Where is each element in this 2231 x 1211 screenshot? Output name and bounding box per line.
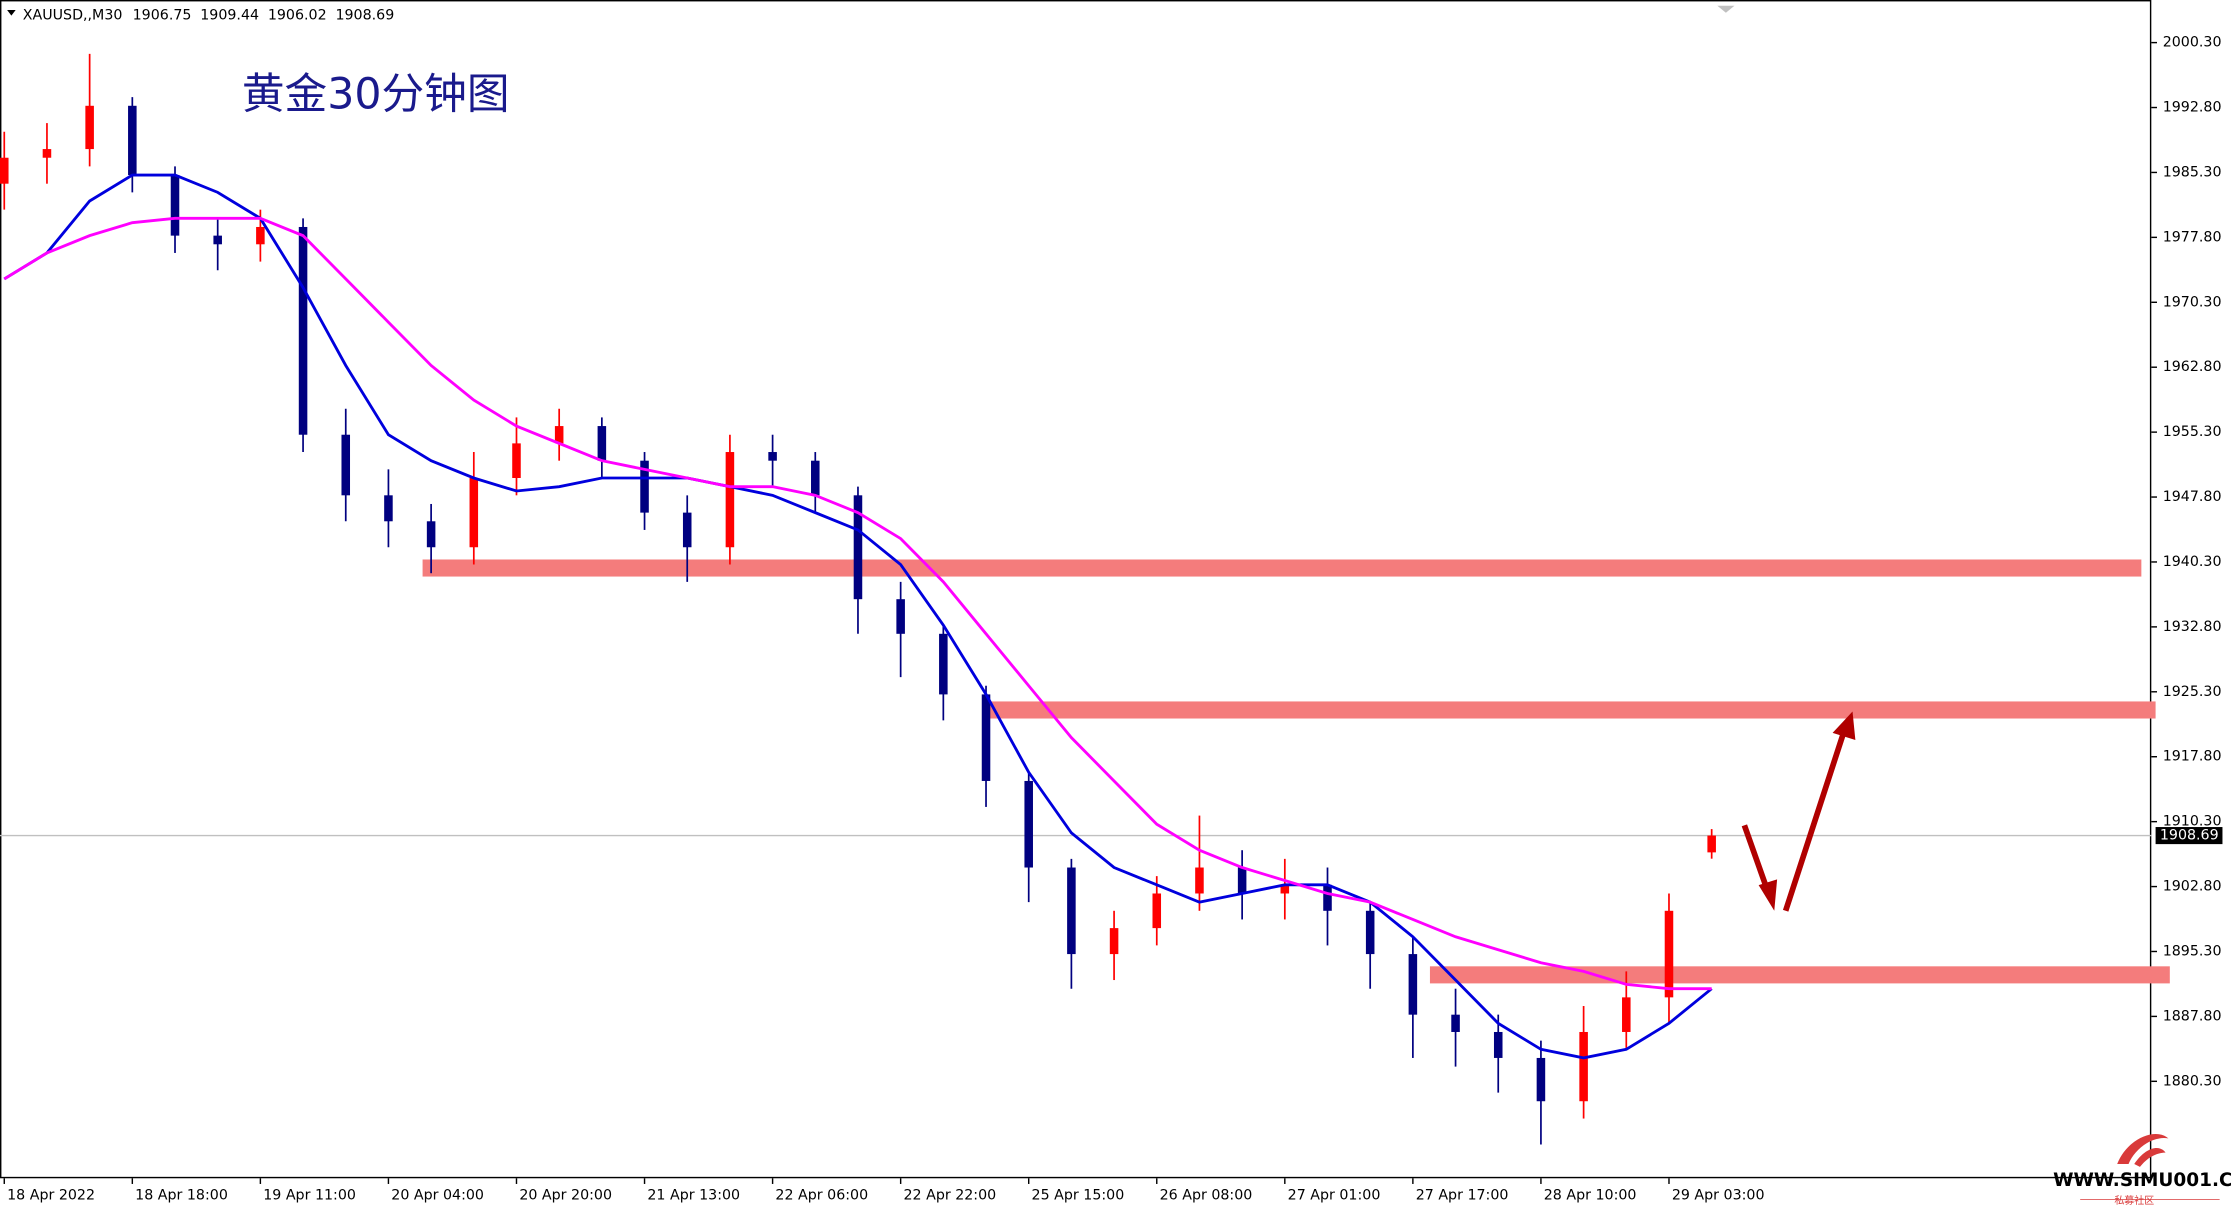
zone xyxy=(986,701,2156,719)
candle-body xyxy=(426,521,436,548)
arrow-down xyxy=(1741,824,1772,895)
y-tick-label: 1902.80 xyxy=(2163,879,2222,895)
x-tick-label: 26 Apr 08:00 xyxy=(1160,1187,1253,1203)
y-tick-label: 1955.30 xyxy=(2163,424,2222,440)
candle-body xyxy=(1451,1014,1460,1032)
y-tick-label: 1940.30 xyxy=(2163,554,2222,570)
candle-body xyxy=(682,512,692,548)
y-tick-label: 1992.80 xyxy=(2163,100,2222,116)
x-tick-label: 18 Apr 18:00 xyxy=(135,1187,228,1203)
candle-body xyxy=(1067,867,1076,955)
shift-marker xyxy=(1717,5,1735,13)
candle-body xyxy=(811,460,820,496)
x-tick-label: 20 Apr 04:00 xyxy=(391,1187,484,1203)
x-tick-label: 27 Apr 01:00 xyxy=(1288,1187,1381,1203)
plot-layer xyxy=(0,53,2170,1145)
y-tick-label: 1887.80 xyxy=(2163,1008,2222,1024)
candle-body xyxy=(1024,780,1033,868)
candle-body xyxy=(1493,1031,1503,1058)
zone xyxy=(1429,966,2170,984)
header-open: 1906.75 xyxy=(133,8,192,24)
x-tick-label: 20 Apr 20:00 xyxy=(519,1187,612,1203)
candle-body xyxy=(1622,997,1631,1032)
x-tick-label: 22 Apr 06:00 xyxy=(775,1187,868,1203)
symbol: XAUUSD,,M30 xyxy=(23,8,123,24)
y-tick-label: 1985.30 xyxy=(2163,164,2222,180)
y-tick-label: 1977.80 xyxy=(2163,229,2222,245)
candle-body xyxy=(939,633,948,695)
x-tick-label: 19 Apr 11:00 xyxy=(263,1187,356,1203)
candle-body xyxy=(128,105,137,176)
x-tick-label: 27 Apr 17:00 xyxy=(1416,1187,1509,1203)
candle-body xyxy=(1579,1031,1588,1102)
x-tick-label: 25 Apr 15:00 xyxy=(1032,1187,1125,1203)
y-tick-label: 2000.30 xyxy=(2163,35,2222,51)
y-tick-label: 1880.30 xyxy=(2163,1073,2222,1089)
candle-body xyxy=(1109,928,1119,955)
candle-body xyxy=(1365,910,1375,955)
menu-triangle xyxy=(7,9,16,16)
candle-body xyxy=(256,226,265,245)
watermark-logo xyxy=(2117,1134,2169,1167)
candle-body xyxy=(896,599,905,634)
watermark-name: 私募社区 xyxy=(2114,1194,2154,1207)
candle-body xyxy=(1323,884,1332,911)
y-tick-label: 1910.30 xyxy=(2163,814,2222,830)
y-tick-label: 1895.30 xyxy=(2163,943,2222,959)
candle-body xyxy=(1707,835,1716,853)
zone xyxy=(422,559,2142,577)
arrow-up-head xyxy=(1832,711,1856,740)
moving-average xyxy=(3,216,1712,991)
x-tick-label: 18 Apr 2022 xyxy=(7,1187,95,1203)
y-tick-label: 1970.30 xyxy=(2163,294,2222,310)
candle-body xyxy=(1280,884,1290,894)
candle-body xyxy=(1195,867,1204,894)
candle-body xyxy=(384,495,393,522)
plot-frame xyxy=(0,0,2152,1179)
price-label-box xyxy=(2155,827,2223,845)
candle-body xyxy=(554,426,564,444)
candle-body xyxy=(1664,910,1674,998)
candle-body xyxy=(341,434,351,496)
candle-body xyxy=(1536,1057,1546,1102)
candle-body xyxy=(213,235,222,245)
arrow-up xyxy=(1782,730,1847,912)
candle-body xyxy=(298,226,308,435)
chart-header: XAUUSD,,M30 1906.75 1909.44 1906.02 1908… xyxy=(23,8,395,24)
candle-body xyxy=(0,157,9,184)
candle-body xyxy=(1408,954,1418,1015)
candle-body xyxy=(768,452,777,461)
y-tick-label: 1947.80 xyxy=(2163,489,2222,505)
candle-body xyxy=(512,443,521,479)
candle-body xyxy=(1152,893,1162,929)
candle-body xyxy=(725,452,735,548)
price-label: 1908.69 xyxy=(2160,828,2219,844)
candle-body xyxy=(469,478,479,548)
candle-body xyxy=(640,460,649,513)
candle-body xyxy=(597,426,607,461)
candle-body xyxy=(1237,867,1247,894)
candle-body xyxy=(85,105,94,150)
x-tick-label: 21 Apr 13:00 xyxy=(647,1187,740,1203)
candle-body xyxy=(42,149,52,158)
y-tick-label: 1917.80 xyxy=(2163,749,2222,765)
watermark-site: WWW.SIMU001.CN xyxy=(2053,1170,2231,1191)
header-close: 1908.69 xyxy=(335,8,394,24)
chart-title: 黄金30分钟图 xyxy=(242,69,510,119)
x-tick-label: 29 Apr 03:00 xyxy=(1672,1187,1765,1203)
header-low: 1906.02 xyxy=(268,8,327,24)
x-tick-label: 22 Apr 22:00 xyxy=(903,1187,996,1203)
moving-average xyxy=(3,173,1713,1060)
y-tick-label: 1925.30 xyxy=(2163,684,2222,700)
header-high: 1909.44 xyxy=(200,8,259,24)
y-tick-label: 1962.80 xyxy=(2163,359,2222,375)
arrow-down-head xyxy=(1758,879,1778,911)
candle-body xyxy=(170,175,180,236)
candle-body xyxy=(853,495,863,600)
x-tick-label: 28 Apr 10:00 xyxy=(1544,1187,1637,1203)
y-tick-label: 1932.80 xyxy=(2163,619,2222,635)
candle-body xyxy=(981,694,991,781)
